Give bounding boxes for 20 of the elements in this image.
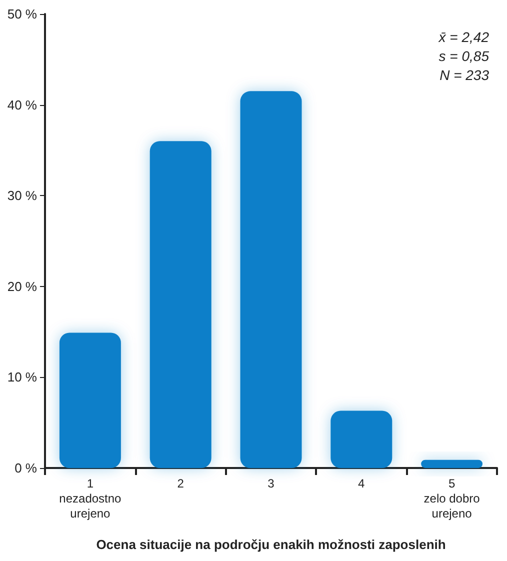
y-tick-label: 30 % — [7, 188, 38, 204]
y-tick-label: 50 % — [7, 6, 38, 22]
x-tick-label: 3 — [268, 476, 275, 490]
annotation: x̄ = 2,42 — [438, 29, 490, 45]
y-tick-label: 40 % — [7, 97, 38, 112]
bar — [330, 410, 392, 468]
x-tick-label: 4 — [358, 476, 366, 490]
x-tick-label: 5 zelo dobro urejeno — [424, 476, 480, 520]
bar — [421, 460, 483, 468]
y-tick-label: 0 % — [14, 460, 38, 476]
bar — [240, 91, 302, 468]
bar — [150, 141, 212, 468]
x-tick-label: 2 — [177, 476, 184, 490]
bar — [59, 332, 121, 468]
x-tick-label: 1 nezadostno urejeno — [59, 476, 122, 520]
x-axis-title: Ocena situacije na področju enakih možnosti zaposlenih — [96, 537, 446, 552]
y-tick-label: 20 % — [7, 278, 38, 294]
y-tick-label: 10 % — [7, 370, 38, 385]
annotation: N = 233 — [440, 67, 490, 83]
annotation: s = 0,85 — [438, 48, 490, 64]
